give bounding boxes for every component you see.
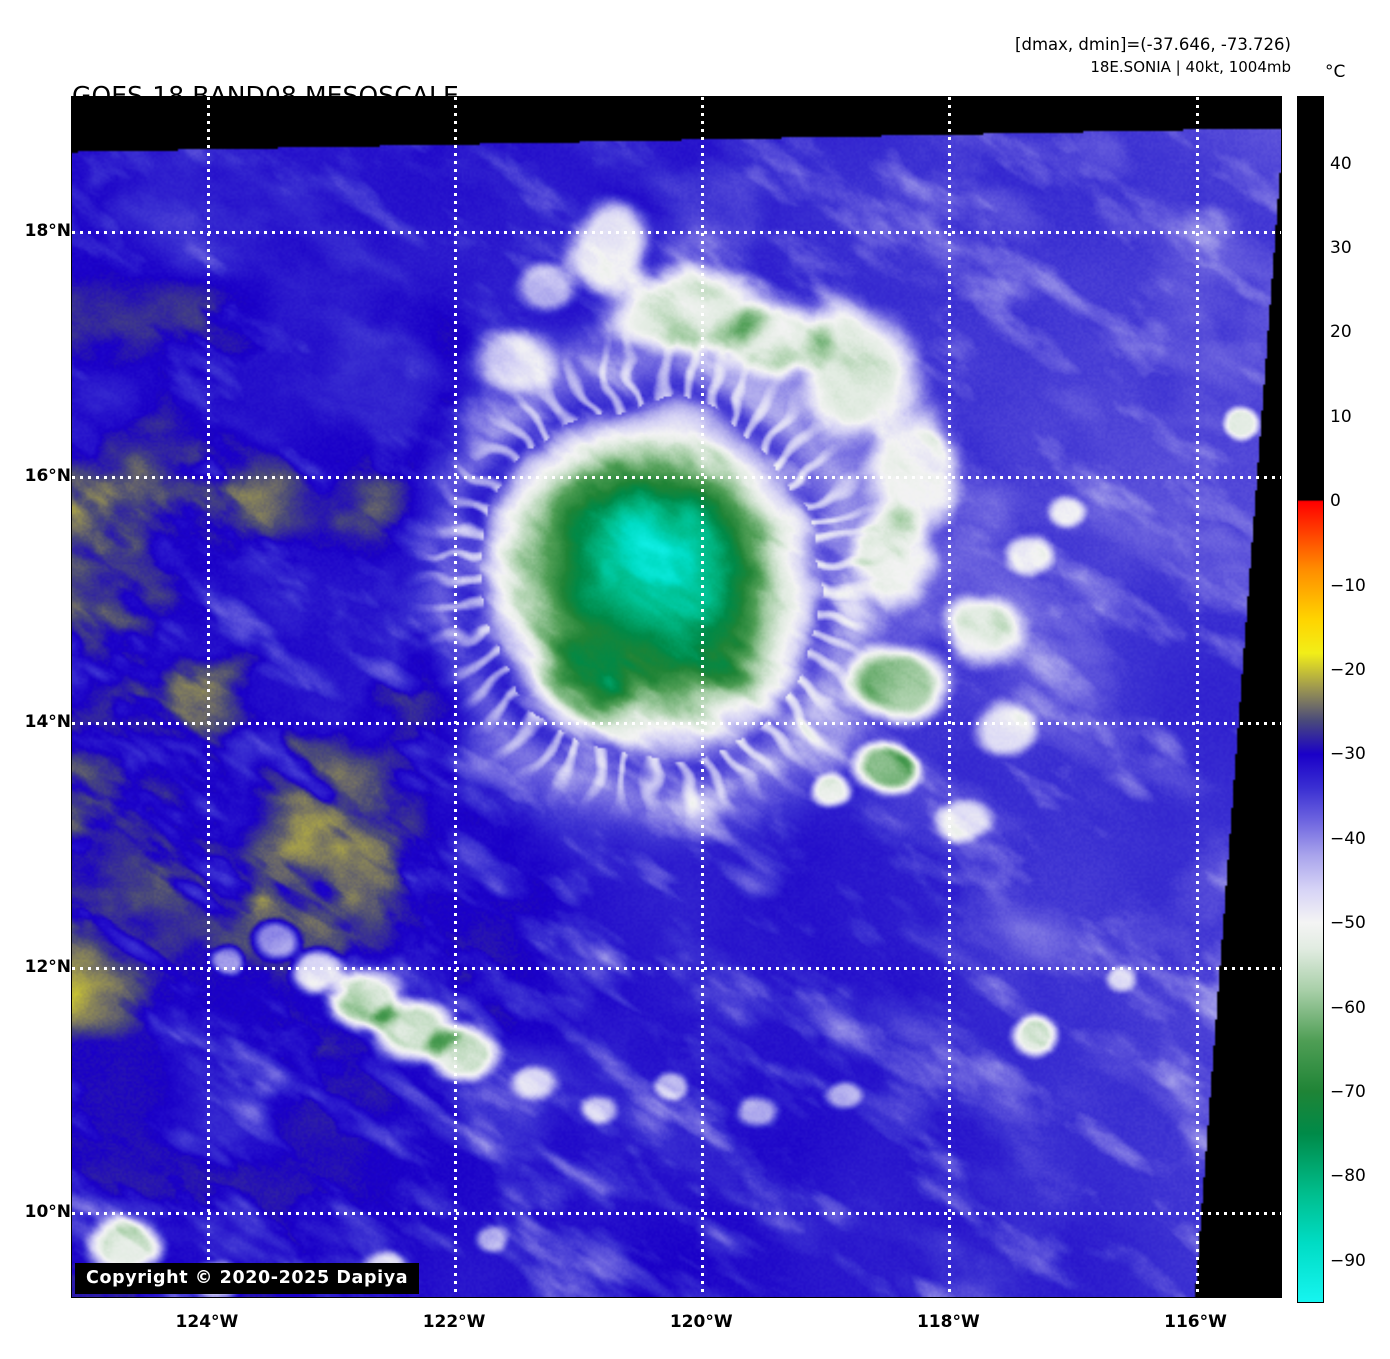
colorbar-tick-label: −80 [1330, 1166, 1366, 1187]
latitude-tick-label: 12°N [24, 956, 71, 977]
latitude-tick-label: 10°N [24, 1202, 71, 1223]
colorbar-tick-label: 10 [1330, 406, 1352, 427]
longitude-tick-label: 122°W [422, 1312, 486, 1332]
satellite-image-plot: Copyright © 2020-2025 Dapiya [71, 96, 1282, 1298]
longitude-tick-label: 118°W [916, 1312, 980, 1332]
colorbar-tick-label: −90 [1330, 1250, 1366, 1271]
colorbar-tick-label: −60 [1330, 997, 1366, 1018]
longitude-tick-label: 116°W [1164, 1312, 1227, 1332]
longitude-tick-label: 120°W [669, 1312, 733, 1332]
colorbar-unit-label: °C [1325, 62, 1346, 82]
colorbar-tick-label: 30 [1330, 237, 1352, 258]
colorbar-tick-label: −70 [1330, 1081, 1366, 1102]
colorbar-tick-label: 0 [1330, 491, 1341, 512]
longitude-tick-label: 124°W [175, 1312, 239, 1332]
dmax-dmin-annotation: [dmax, dmin]=(-37.646, -73.726) [1015, 35, 1291, 54]
colorbar-tick-label: −40 [1330, 828, 1366, 849]
satellite-imagery-canvas [72, 97, 1281, 1297]
header-metadata: [dmax, dmin]=(-37.646, -73.726) 18E.SONI… [1015, 33, 1291, 79]
latitude-tick-label: 16°N [24, 466, 71, 487]
latitude-tick-label: 18°N [24, 220, 71, 241]
copyright-badge: Copyright © 2020-2025 Dapiya [75, 1263, 420, 1294]
latitude-tick-label: 14°N [24, 711, 71, 732]
colorbar-tick-label: −10 [1330, 575, 1366, 596]
storm-annotation: 18E.SONIA | 40kt, 1004mb [1090, 58, 1291, 76]
colorbar-tick-label: −30 [1330, 744, 1366, 765]
colorbar-tick-label: −20 [1330, 659, 1366, 680]
colorbar-tick-label: −50 [1330, 913, 1366, 934]
colorbar-gradient [1298, 97, 1323, 1302]
colorbar [1297, 96, 1324, 1303]
colorbar-tick-label: 20 [1330, 322, 1352, 343]
colorbar-tick-label: 40 [1330, 153, 1352, 174]
